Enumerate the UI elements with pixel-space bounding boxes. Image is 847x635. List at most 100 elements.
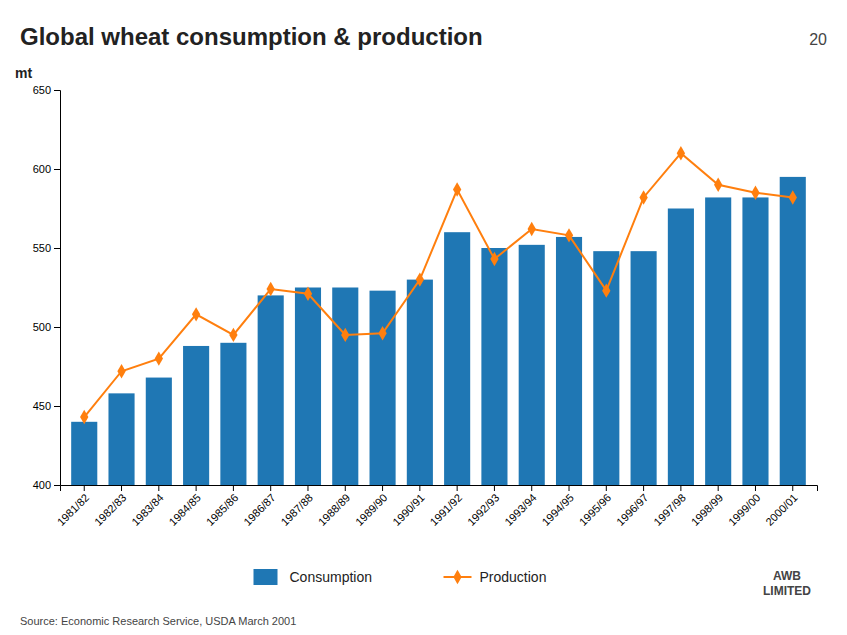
tick-mark: [196, 485, 197, 491]
logo-text: AWBLIMITED: [763, 569, 811, 598]
tick-label: 450: [33, 400, 51, 412]
y-axis: 400450500550600650: [33, 84, 61, 491]
tick-label: 1987/88: [278, 491, 315, 528]
tick: 500: [33, 321, 60, 333]
page-number: 20: [809, 31, 827, 48]
bar: [705, 197, 731, 485]
tick-label: 1992/93: [465, 491, 502, 528]
tick-mark: [792, 485, 793, 491]
tick-mark: [755, 485, 756, 491]
marker: [341, 328, 349, 342]
tick: 1996/97: [614, 485, 651, 528]
tick-mark: [643, 485, 644, 491]
markers: [80, 146, 797, 424]
tick-mark: [680, 485, 681, 491]
marks: [71, 146, 806, 485]
tick-mark: [54, 485, 60, 486]
tick-mark: [718, 485, 719, 491]
marker: [789, 190, 797, 204]
tick-mark: [233, 485, 234, 491]
tick-mark: [54, 327, 60, 328]
tick-mark: [606, 485, 607, 491]
marker: [490, 252, 498, 266]
marker: [528, 222, 536, 236]
tick: 1987/88: [278, 485, 315, 528]
line: [84, 153, 793, 417]
logo-text-line: LIMITED: [763, 584, 811, 598]
tick: 550: [33, 242, 60, 254]
marker: [453, 182, 461, 196]
legend-swatch: [254, 569, 278, 585]
tick: 600: [33, 163, 60, 175]
tick-mark: [382, 485, 383, 491]
tick-mark: [54, 90, 60, 91]
marker: [304, 287, 312, 301]
legend: Consumption Production: [254, 569, 547, 585]
marker: [267, 282, 275, 296]
bar: [668, 209, 694, 486]
tick-mark: [345, 485, 346, 491]
tick-label: 1993/94: [502, 491, 539, 528]
tick: 1985/86: [204, 485, 241, 528]
bar: [108, 393, 134, 485]
tick: 2000/01: [763, 485, 800, 528]
tick: 1983/84: [129, 485, 166, 528]
legend-label: Production: [480, 569, 547, 585]
x-axis: 1981/821982/831983/841984/851985/861986/…: [55, 485, 818, 528]
source: Source: Economic Research Service, USDA …: [20, 615, 296, 627]
tick-label: 1999/00: [726, 491, 763, 528]
tick-mark: [494, 485, 495, 491]
tick: 1993/94: [502, 485, 539, 528]
title: Global wheat consumption & production: [20, 23, 483, 50]
tick: 1984/85: [167, 485, 204, 528]
tick-mark: [158, 485, 159, 491]
bar: [332, 288, 358, 486]
marker: [565, 228, 573, 242]
bar: [631, 251, 657, 485]
tick: 1991/92: [428, 485, 465, 528]
tick: 1990/91: [390, 485, 427, 528]
tick-label: 1998/99: [689, 491, 726, 528]
bar: [295, 288, 321, 486]
tick-label: 600: [33, 163, 51, 175]
tick-label: 2000/01: [763, 491, 800, 528]
legend-item: Consumption: [254, 569, 373, 585]
marker: [155, 351, 163, 365]
tick-label: 1995/96: [577, 491, 614, 528]
chart: Global wheat consumption & production 20 S…: [0, 0, 847, 635]
tick-label: 650: [33, 84, 51, 96]
tick-label: 1997/98: [651, 491, 688, 528]
tick-label: 1991/92: [428, 491, 465, 528]
tick-label: 1981/82: [55, 491, 92, 528]
tick-mark: [54, 406, 60, 407]
tick-mark: [54, 169, 60, 170]
axis-line: [54, 91, 61, 486]
tick: 1995/96: [577, 485, 614, 528]
marker: [416, 272, 424, 286]
marker: [378, 326, 386, 340]
bar: [444, 232, 470, 485]
tick: 1988/89: [316, 485, 353, 528]
tick: 1992/93: [465, 485, 502, 528]
tick: 650: [33, 84, 60, 96]
marker: [117, 364, 125, 378]
axis-line: [61, 486, 818, 492]
marker: [229, 328, 237, 342]
bar: [556, 237, 582, 485]
marker: [602, 283, 610, 297]
tick-mark: [307, 485, 308, 491]
tick-label: 1988/89: [316, 491, 353, 528]
legend-label: Consumption: [290, 569, 373, 585]
legend-marker: [453, 570, 461, 584]
tick-label: 1994/95: [539, 491, 576, 528]
tick-mark: [457, 485, 458, 491]
tick-label: 1989/90: [353, 491, 390, 528]
marker: [80, 410, 88, 424]
tick-label: 1984/85: [167, 491, 204, 528]
y-label: mt: [15, 65, 32, 81]
marker: [192, 307, 200, 321]
legend-item: Production: [444, 569, 547, 585]
logo-text-line: AWB: [773, 569, 801, 583]
tick-label: 500: [33, 321, 51, 333]
plot: 1981/821982/831983/841984/851985/861986/…: [15, 65, 818, 635]
